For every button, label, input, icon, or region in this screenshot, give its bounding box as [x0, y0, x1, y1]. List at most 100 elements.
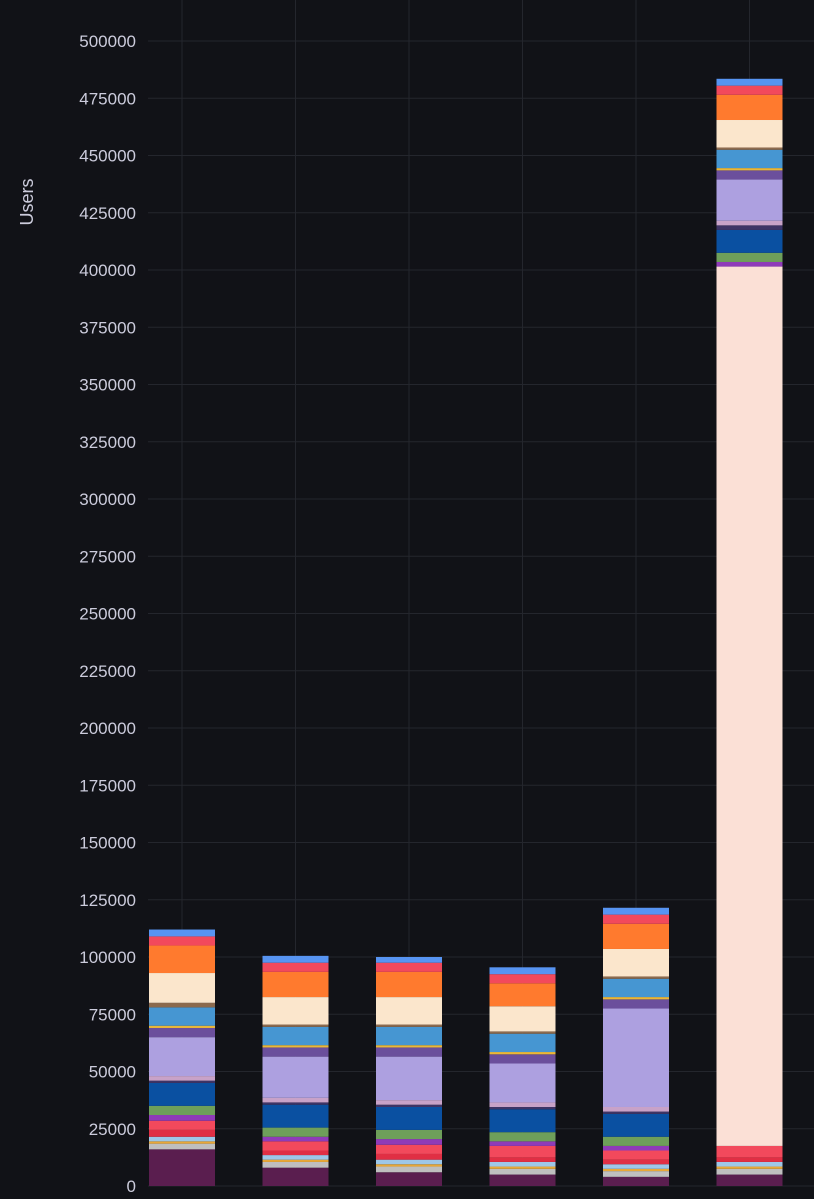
bar-segment — [262, 997, 329, 1025]
y-tick-label: 350000 — [79, 376, 136, 395]
bar-segment — [262, 1136, 329, 1142]
bar-segment — [149, 1120, 215, 1130]
bar-segment — [262, 1161, 329, 1168]
y-tick-label: 75000 — [89, 1005, 136, 1024]
bar-segment — [716, 220, 783, 226]
bar-segment — [262, 1097, 329, 1103]
bar-segment — [603, 976, 669, 979]
bar-segment — [376, 1172, 442, 1186]
bar-segment — [262, 1024, 329, 1027]
bar-segment — [262, 1047, 329, 1057]
bar-segment — [149, 1027, 215, 1038]
y-tick-label: 325000 — [79, 433, 136, 452]
bar-segment — [489, 967, 556, 975]
bar-segment — [489, 1006, 556, 1032]
bar-segment — [376, 1045, 442, 1048]
bar-segment — [603, 914, 669, 924]
bar-segment — [489, 1033, 556, 1053]
y-tick-label: 400000 — [79, 261, 136, 280]
bar-segment — [489, 1168, 556, 1175]
bar-segment — [262, 1159, 329, 1162]
bar-segment — [262, 1150, 329, 1156]
bar-segment — [603, 999, 669, 1009]
bar-segment — [149, 1136, 215, 1142]
bar-segment — [716, 78, 783, 86]
bar-segment — [149, 1141, 215, 1144]
bar-segment — [603, 1159, 669, 1165]
y-tick-label: 375000 — [79, 318, 136, 337]
bar-segment — [603, 1150, 669, 1160]
bar-segment — [716, 85, 783, 95]
y-tick-label: 475000 — [79, 89, 136, 108]
bar-segment — [716, 168, 783, 171]
y-tick-label: 0 — [127, 1177, 136, 1196]
bar-segment — [489, 1161, 556, 1167]
bar-segment — [376, 1166, 442, 1173]
bar-segment — [489, 1054, 556, 1064]
bar-segment — [376, 997, 442, 1025]
bar-segment — [376, 1047, 442, 1057]
bar-segment — [149, 1115, 215, 1121]
bar-segment — [149, 1037, 215, 1077]
bar-segment — [262, 1102, 329, 1105]
bar-segment — [603, 1145, 669, 1151]
bar-segment — [716, 252, 783, 262]
bar-segment — [262, 1127, 329, 1137]
y-tick-label: 275000 — [79, 547, 136, 566]
bar-segment — [716, 1166, 783, 1169]
bar-segment — [603, 1008, 669, 1107]
bar-segment — [603, 997, 669, 1000]
bar-segment — [603, 1113, 669, 1137]
bar-segment — [716, 1174, 783, 1186]
bar-segment — [262, 1167, 329, 1186]
y-tick-label: 450000 — [79, 147, 136, 166]
bar-segment — [376, 1164, 442, 1167]
bar-segment — [149, 1002, 215, 1008]
bar-segment — [376, 1153, 442, 1160]
bar-segment — [716, 225, 783, 230]
y-tick-label: 150000 — [79, 834, 136, 853]
bar-segment — [376, 1144, 442, 1154]
bar-segment — [149, 1105, 215, 1116]
bar-segment — [716, 147, 783, 150]
bar-segment — [716, 266, 783, 1146]
bar-stack-3 — [376, 957, 442, 1186]
y-tick-label: 100000 — [79, 948, 136, 967]
bar-segment — [262, 1155, 329, 1160]
bar-segment — [376, 1056, 442, 1101]
bar-segment — [489, 1157, 556, 1162]
bar-segment — [716, 1145, 783, 1158]
bar-stack-5 — [603, 907, 669, 1186]
bar-segment — [716, 261, 783, 267]
bar-segment — [376, 971, 442, 998]
bar-segment — [603, 1106, 669, 1112]
y-axis-ticks: 0 25000 50000 75000 100000 125000 150000 175000… — [79, 32, 136, 1196]
bar-segment — [376, 1024, 442, 1027]
bar-segment — [376, 1129, 442, 1140]
bar-segment — [262, 1141, 329, 1151]
bar-segment — [716, 1161, 783, 1167]
bar-segment — [489, 1174, 556, 1186]
bar-segment — [262, 1026, 329, 1046]
bar-segment — [149, 1129, 215, 1137]
bar-segment — [716, 179, 783, 221]
bar-segment — [149, 1025, 215, 1028]
bar-segment — [262, 1045, 329, 1048]
y-tick-label: 425000 — [79, 204, 136, 223]
bar-segment — [716, 149, 783, 169]
bar-segment — [376, 957, 442, 963]
bar-segment — [149, 1143, 215, 1150]
bar-segment — [149, 973, 215, 1003]
bar-segment — [489, 1102, 556, 1107]
y-tick-label: 250000 — [79, 605, 136, 624]
bar-segment — [376, 1106, 442, 1130]
bar-segment — [149, 929, 215, 937]
bar-segment — [376, 1159, 442, 1165]
bar-stack-4 — [489, 967, 556, 1186]
bar-segment — [489, 1031, 556, 1034]
bar-segment — [376, 1026, 442, 1046]
bar-segment — [489, 983, 556, 1007]
bar-segment — [149, 1007, 215, 1026]
bar-segment — [149, 1149, 215, 1186]
bar-segment — [603, 1111, 669, 1114]
